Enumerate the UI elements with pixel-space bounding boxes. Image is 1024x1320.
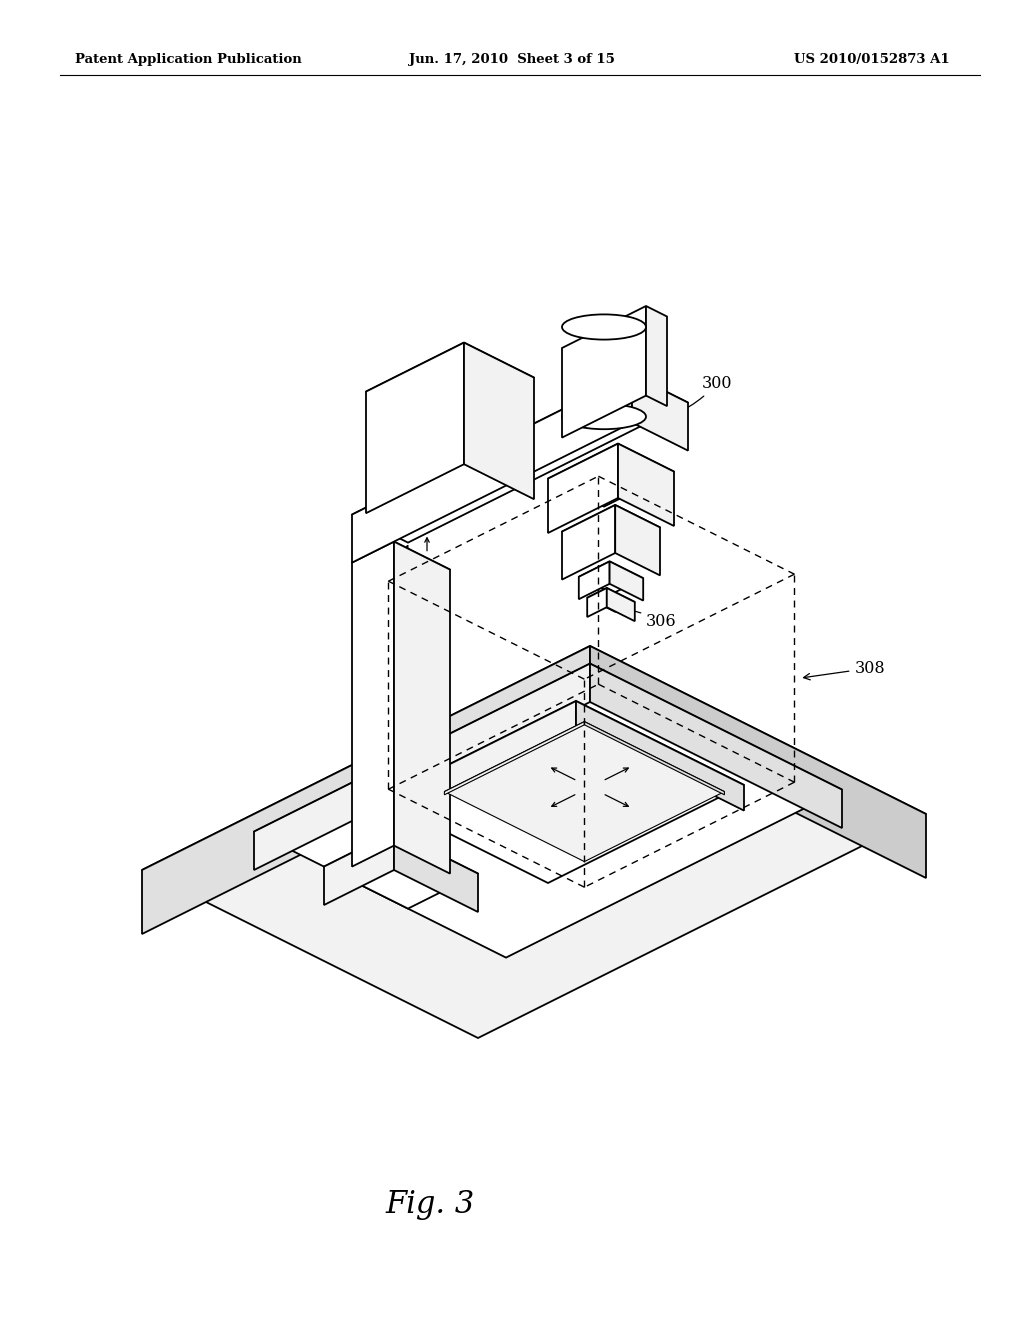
Polygon shape [366,343,534,426]
Polygon shape [394,832,478,912]
Text: Fig. 3: Fig. 3 [385,1189,475,1221]
Polygon shape [352,541,450,590]
Polygon shape [324,832,478,908]
Polygon shape [562,506,660,554]
Polygon shape [587,587,607,616]
Text: 302: 302 [627,771,703,807]
Text: US 2010/0152873 A1: US 2010/0152873 A1 [795,54,950,66]
Polygon shape [352,541,394,867]
Polygon shape [380,701,575,825]
Polygon shape [380,701,744,883]
Polygon shape [352,375,688,543]
Polygon shape [632,375,688,450]
Polygon shape [575,701,744,810]
Polygon shape [615,506,660,576]
Polygon shape [142,645,926,1038]
Polygon shape [609,561,643,601]
Polygon shape [548,444,674,507]
Polygon shape [394,541,450,874]
Polygon shape [366,343,464,513]
Polygon shape [548,444,618,533]
Text: 304: 304 [382,545,412,562]
Polygon shape [562,506,615,579]
Polygon shape [352,375,632,562]
Polygon shape [579,561,643,594]
Ellipse shape [562,314,646,339]
Polygon shape [254,664,842,957]
Polygon shape [464,343,534,499]
Polygon shape [646,306,667,407]
Text: 300: 300 [641,375,732,425]
Polygon shape [444,722,585,795]
Polygon shape [324,832,394,906]
Polygon shape [254,664,590,870]
Text: 306: 306 [605,603,677,630]
Text: 308: 308 [804,660,885,680]
Polygon shape [585,722,724,795]
Polygon shape [142,645,590,935]
Polygon shape [444,722,724,862]
Ellipse shape [562,404,646,429]
Polygon shape [579,561,609,599]
Polygon shape [587,587,635,611]
Polygon shape [590,664,842,828]
Text: Jun. 17, 2010  Sheet 3 of 15: Jun. 17, 2010 Sheet 3 of 15 [409,54,615,66]
Polygon shape [562,306,646,438]
Polygon shape [607,587,635,622]
Text: Patent Application Publication: Patent Application Publication [75,54,302,66]
Polygon shape [618,444,674,525]
Polygon shape [590,645,926,878]
